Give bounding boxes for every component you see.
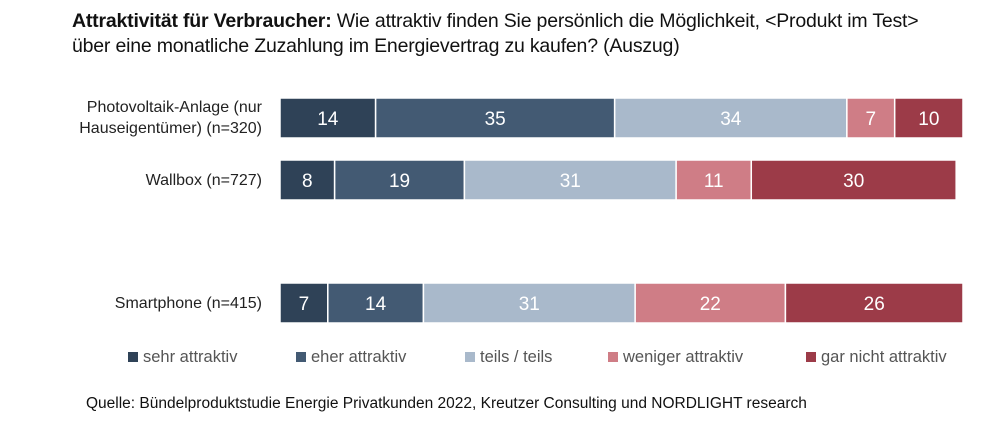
legend-label: sehr attraktiv	[143, 348, 238, 366]
category-label-line: Photovoltaik-Anlage (nur	[86, 99, 262, 116]
chart-title: Attraktivität für Verbraucher: Wie attra…	[72, 9, 919, 59]
chart-title-bold: Attraktivität für Verbraucher:	[72, 10, 332, 32]
bar-segment	[374, 97, 616, 139]
category-label: Wallbox (n=727)	[146, 170, 262, 191]
legend-item: weniger attraktiv	[608, 348, 743, 367]
legend-swatch	[608, 352, 618, 362]
data-label: 19	[389, 171, 410, 192]
chart-title-line2: über eine monatliche Zuzahlung im Energi…	[72, 35, 680, 57]
legend-swatch	[128, 352, 138, 362]
data-label: 31	[560, 171, 581, 192]
bar-segment	[634, 282, 787, 324]
category-label-line: Smartphone (n=415)	[114, 294, 262, 312]
data-label: 30	[843, 171, 864, 192]
data-label: 10	[918, 109, 939, 130]
bar-segment	[750, 159, 957, 201]
category-label: Photovoltaik-Anlage (nur Hauseigentümer) …	[79, 97, 262, 139]
legend-label: eher attraktiv	[311, 348, 407, 366]
data-label: 8	[302, 171, 313, 192]
data-label: 14	[317, 109, 339, 130]
category-label: Smartphone (n=415)	[115, 293, 262, 314]
data-label: 34	[720, 109, 742, 130]
source-note: Quelle: Bündelproduktstudie Energie Priv…	[86, 395, 807, 412]
legend-label: weniger attraktiv	[623, 348, 744, 366]
legend-item: teils / teils	[465, 348, 552, 367]
bar-segment	[893, 97, 964, 139]
bar-segment	[327, 282, 425, 324]
bar-segment	[422, 282, 636, 324]
bar-segment	[279, 159, 336, 201]
bar-segment	[675, 159, 753, 201]
data-label: 35	[485, 109, 506, 130]
data-label: 14	[365, 294, 387, 315]
bar-segment	[846, 97, 896, 139]
legend: sehr attraktiv eher attraktiv teils / teil…	[0, 348, 1000, 370]
data-label: 7	[866, 109, 877, 130]
legend-label: teils / teils	[480, 348, 553, 366]
bar-segment	[613, 97, 848, 139]
category-label-line: Wallbox (n=727)	[145, 171, 262, 189]
chart-title-line1: Wie attraktiv finden Sie persönlich die …	[331, 10, 919, 32]
bar-segment	[333, 159, 466, 201]
legend-item: gar nicht attraktiv	[806, 348, 947, 367]
data-label: 7	[299, 294, 310, 315]
data-label: 22	[700, 294, 721, 315]
legend-item: eher attraktiv	[296, 348, 406, 367]
legend-item: sehr attraktiv	[128, 348, 237, 367]
legend-swatch	[296, 352, 306, 362]
category-label-line: Hauseigentümer) (n=320)	[79, 120, 262, 137]
bar-segment	[784, 282, 964, 324]
data-label: 26	[864, 294, 885, 315]
legend-swatch	[465, 352, 475, 362]
bar-segment	[463, 159, 677, 201]
legend-swatch	[806, 352, 816, 362]
data-label: 31	[519, 294, 540, 315]
legend-label: gar nicht attraktiv	[821, 348, 947, 366]
data-label: 11	[704, 171, 724, 192]
bar-segment	[279, 97, 377, 139]
